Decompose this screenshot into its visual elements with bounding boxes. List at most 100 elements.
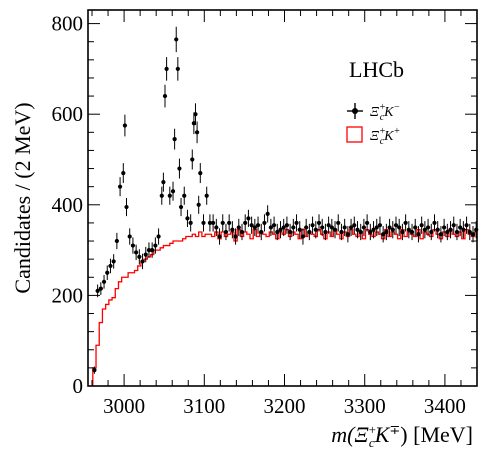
axis-ticks-group [88, 10, 478, 387]
data-point [390, 227, 395, 232]
x-title-suffix: ) [MeV] [400, 422, 473, 447]
data-point [259, 229, 264, 235]
data-point [284, 223, 290, 228]
y-tick-label: 800 [52, 12, 84, 36]
data-point [397, 225, 402, 230]
data-point [170, 189, 176, 194]
data-point [413, 225, 418, 230]
data-point [461, 227, 466, 232]
legend-hist-kaon-sup: + [394, 126, 401, 137]
data-point [111, 259, 116, 264]
data-point [323, 229, 328, 235]
data-point [458, 225, 463, 230]
data-point [196, 202, 201, 207]
data-point [201, 220, 206, 226]
data-point [220, 220, 225, 226]
data-point [122, 123, 127, 128]
data-point [448, 227, 453, 232]
data-point [262, 220, 267, 226]
data-point [278, 227, 283, 232]
data-point [281, 225, 286, 230]
x-tick-label: 3400 [424, 394, 466, 418]
tick-labels-group: 3000 3100 3200 3300 3400 0 200 400 600 800 [52, 12, 466, 418]
y-axis-title: Candidates / (2 MeV) [10, 102, 35, 293]
data-point [297, 227, 302, 232]
data-point [188, 220, 193, 226]
data-point [223, 229, 229, 235]
data-point [255, 223, 261, 228]
legend-label-data: Ξ+ cK− [370, 102, 400, 123]
data-point [95, 288, 100, 293]
y-tick-label: 600 [52, 102, 84, 126]
data-point [429, 229, 434, 235]
data-point [130, 243, 136, 248]
legend-data-kaon: K [383, 105, 394, 120]
y-tick-label: 200 [52, 283, 84, 307]
data-point [239, 229, 245, 235]
data-point [134, 250, 139, 255]
data-point [381, 232, 386, 237]
data-point [150, 247, 155, 253]
plot-frame [87, 9, 478, 387]
data-point [137, 254, 142, 259]
data-point [268, 225, 273, 230]
data-point [406, 227, 411, 232]
data-point [124, 204, 129, 210]
data-point [336, 220, 341, 226]
legend-data-sub: c [380, 112, 385, 123]
data-point [230, 227, 235, 232]
data-point [467, 229, 472, 235]
data-point [400, 229, 405, 235]
data-point [159, 193, 164, 198]
x-title-particle: Ξ [355, 422, 369, 447]
data-point [167, 193, 172, 198]
data-point [92, 368, 97, 373]
data-point [419, 223, 424, 228]
data-point [316, 220, 322, 226]
data-point [161, 180, 166, 185]
x-tick-label: 3200 [264, 394, 306, 418]
data-point [204, 193, 209, 198]
data-point [310, 223, 315, 228]
data-point [300, 234, 306, 239]
data-point [451, 223, 456, 228]
data-point [409, 229, 415, 235]
data-point [236, 225, 241, 230]
data-point [114, 238, 119, 244]
x-tick-label: 3300 [344, 394, 386, 418]
data-point [361, 225, 367, 230]
data-point [326, 223, 331, 228]
data-point [332, 227, 338, 232]
data-point [140, 259, 145, 264]
data-point [162, 93, 168, 99]
data-point [348, 225, 354, 230]
data-point [211, 220, 216, 226]
data-point [307, 229, 312, 235]
legend-hist-sub: c [380, 136, 385, 147]
data-point [352, 223, 357, 228]
data-point [454, 229, 460, 235]
data-point [464, 223, 469, 228]
data-point [384, 229, 389, 235]
data-point [174, 37, 179, 42]
data-point [227, 220, 232, 226]
legend: Ξ+ cK− Ξ+ cK+ [346, 102, 401, 147]
data-point [146, 247, 152, 253]
data-series-group [92, 26, 479, 386]
data-point [143, 252, 148, 257]
legend-hist-particle: Ξ [370, 129, 379, 144]
data-point [275, 229, 280, 235]
legend-data-kaon-sup: − [394, 102, 401, 113]
legend-data-particle: Ξ [370, 105, 379, 120]
data-point [156, 234, 161, 239]
legend-marker-data [347, 103, 363, 119]
data-point [355, 227, 360, 232]
data-point [470, 232, 476, 237]
data-point [320, 225, 325, 230]
data-point [265, 211, 270, 216]
x-axis-title: m(Ξ+ cK∓) [MeV] [331, 422, 473, 450]
data-point [422, 227, 427, 232]
x-title-kaon-sup: ∓ [389, 422, 400, 437]
data-point [194, 130, 200, 135]
